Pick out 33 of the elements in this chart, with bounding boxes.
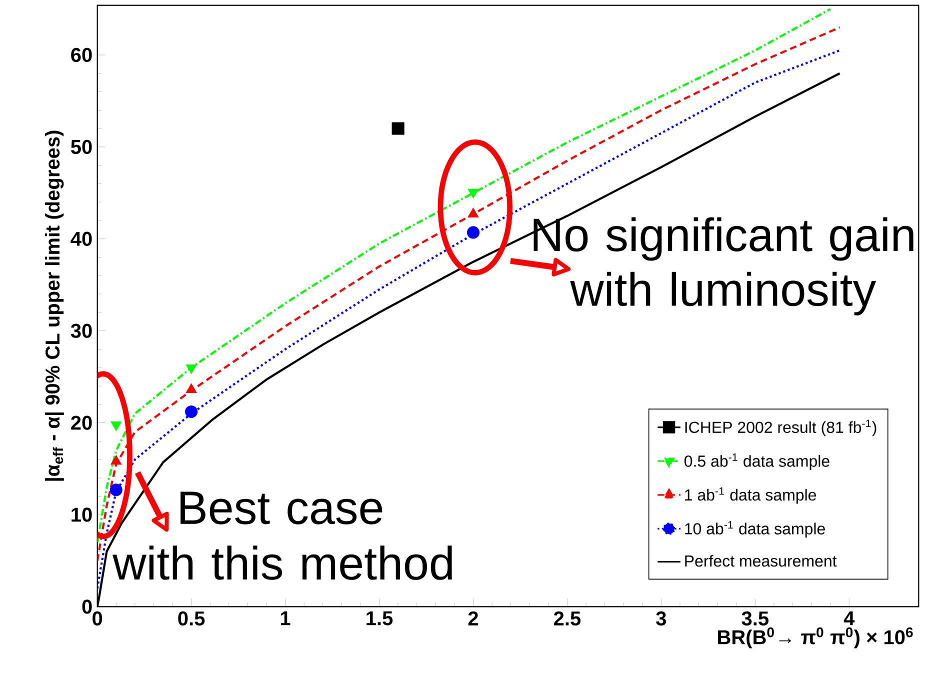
- point: [392, 122, 404, 135]
- x-tick-label: 2: [468, 611, 478, 626]
- y-tick-label: 10: [72, 508, 92, 522]
- x-tick-label: 4: [844, 611, 855, 626]
- point: [185, 405, 198, 418]
- point: [110, 421, 122, 431]
- y-tick-label: 60: [71, 48, 92, 62]
- legend-label: 0.5 ab$^{-1}$ data sample: [684, 454, 830, 470]
- y-tick-label: 30: [70, 324, 92, 338]
- point: [468, 188, 479, 198]
- legend-label: 10 ab$^{-1}$ data sample: [685, 521, 825, 538]
- x-axis-title: BR(B$^{0}$→ π$^{0}$ π$^{0}$) × 10$^{6}$: [718, 627, 913, 648]
- x-tick-label: 3.5: [742, 611, 768, 626]
- y-tick-label: 40: [70, 232, 92, 246]
- annotation: Best case: [180, 492, 382, 524]
- legend-label: Perfect measurement: [685, 554, 837, 567]
- legend-label: ICHEP 2002 result (81 fb$^{-1}$): [685, 420, 876, 436]
- y-tick-label: 20: [71, 416, 92, 430]
- point: [110, 484, 122, 496]
- y-tick-label: 0: [82, 600, 92, 614]
- x-tick-label: 2.5: [554, 611, 581, 626]
- x-tick-label: 0.5: [178, 611, 205, 626]
- point: [466, 226, 480, 239]
- annotation: No significant gain with luminosity: [534, 217, 914, 316]
- x-tick-label: 1: [280, 611, 290, 626]
- y-tick-label: 50: [70, 140, 92, 154]
- x-tick-label: 3: [656, 611, 666, 626]
- point: [186, 364, 197, 374]
- x-tick-label: 1.5: [366, 611, 393, 626]
- y-axis-title: |α$_{eff}$ - α| 90% CL upper limit (degrees): [44, 130, 64, 481]
- annotation: with this method: [112, 546, 452, 580]
- legend-label: 1 ab$^{-1}$ data sample: [685, 487, 816, 504]
- x-tick-label: 0: [92, 611, 102, 626]
